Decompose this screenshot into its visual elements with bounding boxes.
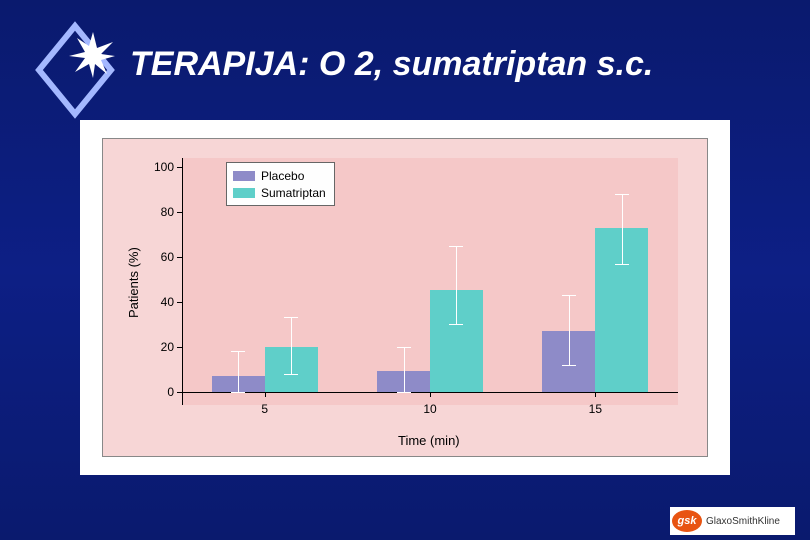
error-cap [284,374,298,375]
x-tick-label: 5 [245,402,285,416]
y-tick-mark [177,212,182,213]
y-tick-mark [177,257,182,258]
error-bar [622,194,623,264]
y-tick-mark [177,347,182,348]
x-tick-label: 10 [410,402,450,416]
y-tick-label: 60 [144,250,174,264]
error-bar [238,351,239,391]
y-tick-label: 0 [144,385,174,399]
error-cap [231,351,245,352]
error-cap [615,194,629,195]
legend: Placebo Sumatriptan [226,162,335,206]
error-cap [562,295,576,296]
x-tick-label: 15 [575,402,615,416]
legend-swatch [233,171,255,181]
y-tick-label: 20 [144,340,174,354]
slide-bullet-icon [25,20,125,120]
slide-title: TERAPIJA: O 2, sumatriptan s.c. [130,45,653,84]
gsk-logo: gsk GlaxoSmithKline [670,507,795,535]
x-tick-mark [265,392,266,397]
y-tick-label: 40 [144,295,174,309]
legend-swatch [233,188,255,198]
x-tick-mark [595,392,596,397]
error-cap [562,365,576,366]
error-cap [615,264,629,265]
error-cap [231,392,245,393]
y-axis-line [182,158,183,405]
error-bar [569,295,570,365]
error-bar [456,246,457,325]
error-cap [449,246,463,247]
chart-panel: 0 20 40 60 80 100 5 10 15 Patients (%) Time (min) P… [80,120,730,475]
y-tick-mark [177,167,182,168]
gsk-company-text: GlaxoSmithKline [706,516,780,527]
error-cap [284,317,298,318]
error-cap [449,324,463,325]
diamond-outline [39,26,111,114]
legend-label: Sumatriptan [261,186,326,200]
error-cap [397,392,411,393]
legend-item: Sumatriptan [233,184,326,201]
y-tick-mark [177,302,182,303]
error-bar [404,347,405,392]
legend-label: Placebo [261,169,304,183]
bar-chart: 0 20 40 60 80 100 5 10 15 Patients (%) Time (min) P… [92,132,718,463]
error-bar [291,317,292,373]
x-axis-label: Time (min) [398,433,460,448]
y-tick-label: 100 [144,160,174,174]
y-tick-mark [177,392,182,393]
gsk-oval-icon: gsk [672,510,702,532]
y-tick-label: 80 [144,205,174,219]
legend-item: Placebo [233,167,326,184]
y-axis-label: Patients (%) [126,247,141,318]
error-cap [397,347,411,348]
x-tick-mark [430,392,431,397]
